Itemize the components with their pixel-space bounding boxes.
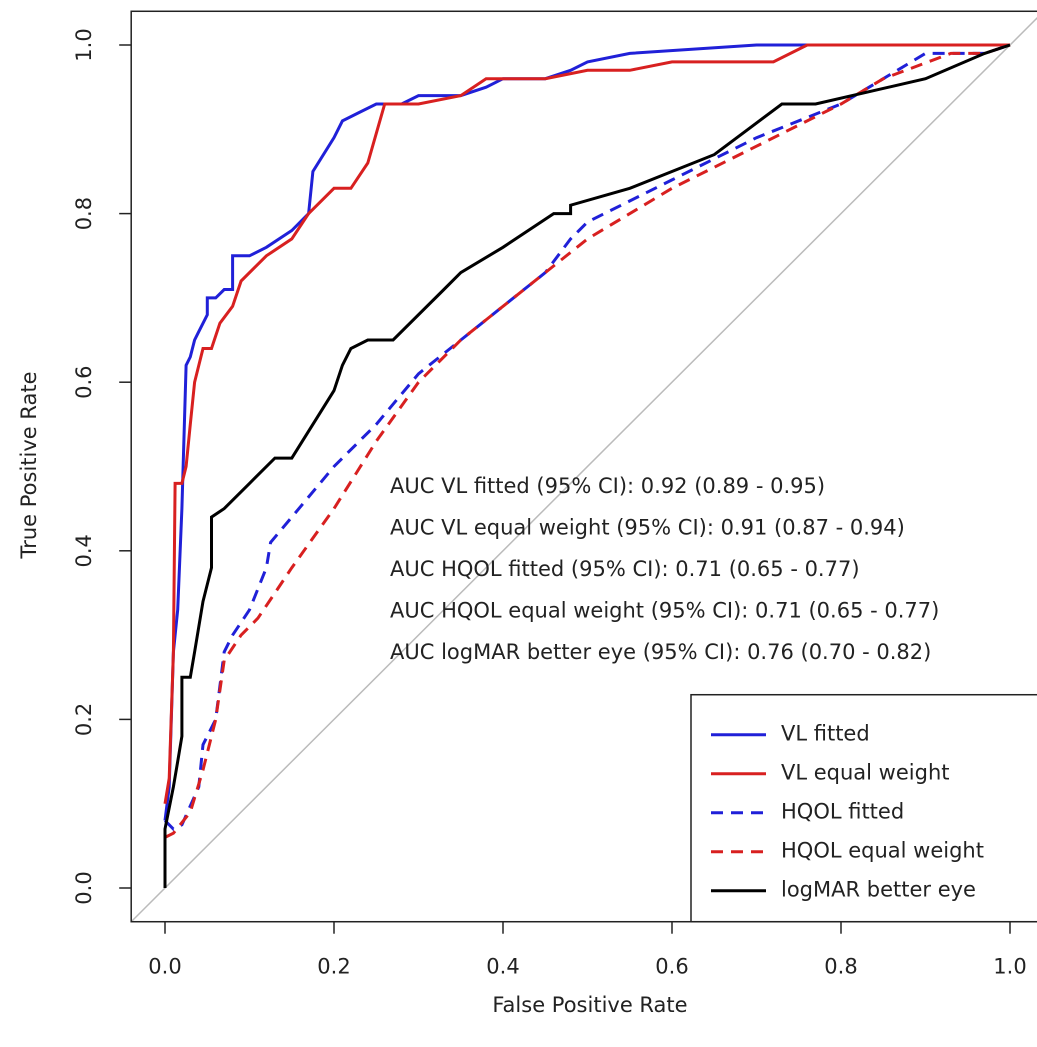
reference-diagonal xyxy=(130,17,1037,923)
x-tick-label: 0.2 xyxy=(317,955,350,979)
auc-annotation: AUC VL fitted (95% CI): 0.92 (0.89 - 0.9… xyxy=(390,474,825,498)
legend-label: HQOL fitted xyxy=(781,800,904,824)
auc-annotation: AUC VL equal weight (95% CI): 0.91 (0.87… xyxy=(390,516,905,540)
auc-annotation: AUC HQOL fitted (95% CI): 0.71 (0.65 - 0… xyxy=(390,557,860,581)
auc-annotation: AUC HQOL equal weight (95% CI): 0.71 (0.… xyxy=(390,599,939,623)
x-tick-label: 0.6 xyxy=(655,955,688,979)
y-tick-label: 1.0 xyxy=(72,28,96,61)
y-tick-label: 0.0 xyxy=(72,871,96,904)
x-tick-label: 1.0 xyxy=(993,955,1026,979)
y-tick-label: 0.8 xyxy=(72,197,96,230)
plot-frame xyxy=(130,10,1037,923)
y-tick-label: 0.2 xyxy=(72,703,96,736)
x-tick-label: 0.0 xyxy=(148,955,181,979)
y-axis-label: True Positive Rate xyxy=(17,371,41,559)
auc-annotation: AUC logMAR better eye (95% CI): 0.76 (0.… xyxy=(390,640,931,664)
legend-label: HQOL equal weight xyxy=(781,839,984,863)
legend-box xyxy=(690,693,1037,923)
x-tick-label: 0.4 xyxy=(486,955,519,979)
roc-curve xyxy=(163,43,1010,804)
roc-curve xyxy=(163,43,1011,831)
roc-curve xyxy=(163,43,1011,888)
legend-label: VL equal weight xyxy=(781,761,949,785)
legend-label: VL fitted xyxy=(781,722,870,746)
y-tick-label: 0.6 xyxy=(72,365,96,398)
legend-label: logMAR better eye xyxy=(781,878,976,902)
x-axis-label: False Positive Rate xyxy=(492,993,687,1017)
x-tick-label: 0.8 xyxy=(824,955,857,979)
y-tick-label: 0.4 xyxy=(72,534,96,567)
roc-curve xyxy=(164,43,1011,839)
